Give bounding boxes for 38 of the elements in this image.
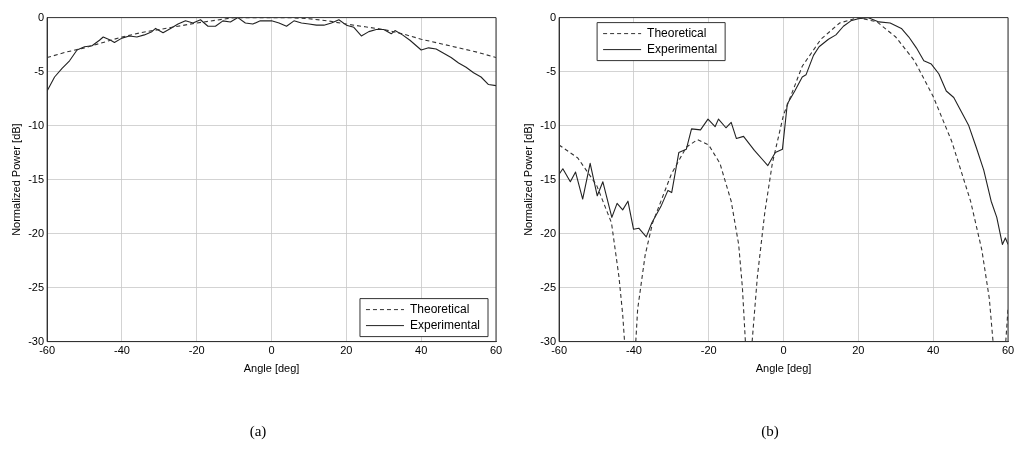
legend-label: Theoretical — [647, 25, 707, 40]
y-tick-label: -30 — [540, 334, 557, 347]
text: (b) — [760, 423, 780, 440]
x-tick-label: -40 — [113, 344, 130, 357]
y-tick-label: -20 — [28, 226, 45, 239]
x-tick-label: 40 — [927, 344, 940, 357]
legend-label: Theoretical — [409, 301, 470, 316]
y-axis-title: Normalized Power [dB] — [521, 123, 534, 236]
y-tick-label: -20 — [540, 226, 557, 239]
y-tick-label: -5 — [34, 64, 45, 77]
y-tick-label: -25 — [540, 280, 557, 293]
x-tick-label: -60 — [39, 344, 56, 357]
x-tick-label: 40 — [415, 344, 428, 357]
x-tick-label: -20 — [700, 344, 717, 357]
y-tick-label: -15 — [28, 172, 45, 185]
y-tick-label: -10 — [28, 118, 45, 131]
x-tick-label: 0 — [268, 344, 275, 357]
x-axis-title: Angle [deg] — [243, 362, 300, 375]
legend-label: Experimental — [409, 317, 480, 332]
y-tick-label: -25 — [28, 280, 45, 293]
legend-label: Experimental — [647, 41, 718, 56]
y-tick-label: -5 — [546, 64, 557, 77]
x-tick-label: 60 — [489, 344, 503, 357]
y-tick-label: 0 — [549, 10, 557, 23]
y-tick-label: -15 — [540, 172, 557, 185]
y-tick-label: 0 — [37, 10, 45, 23]
x-tick-label: 20 — [852, 344, 865, 357]
y-tick-label: -10 — [540, 118, 557, 131]
x-tick-label: -40 — [625, 344, 642, 357]
text: (a) — [248, 423, 268, 440]
y-tick-label: -30 — [28, 334, 45, 347]
y-axis-title: Normalized Power [dB] — [9, 123, 22, 236]
x-tick-label: -60 — [551, 344, 568, 357]
x-tick-label: -20 — [188, 344, 205, 357]
x-tick-label: 60 — [1001, 344, 1015, 357]
x-axis-title: Angle [deg] — [755, 362, 812, 375]
x-tick-label: 0 — [780, 344, 787, 357]
x-tick-label: 20 — [340, 344, 353, 357]
